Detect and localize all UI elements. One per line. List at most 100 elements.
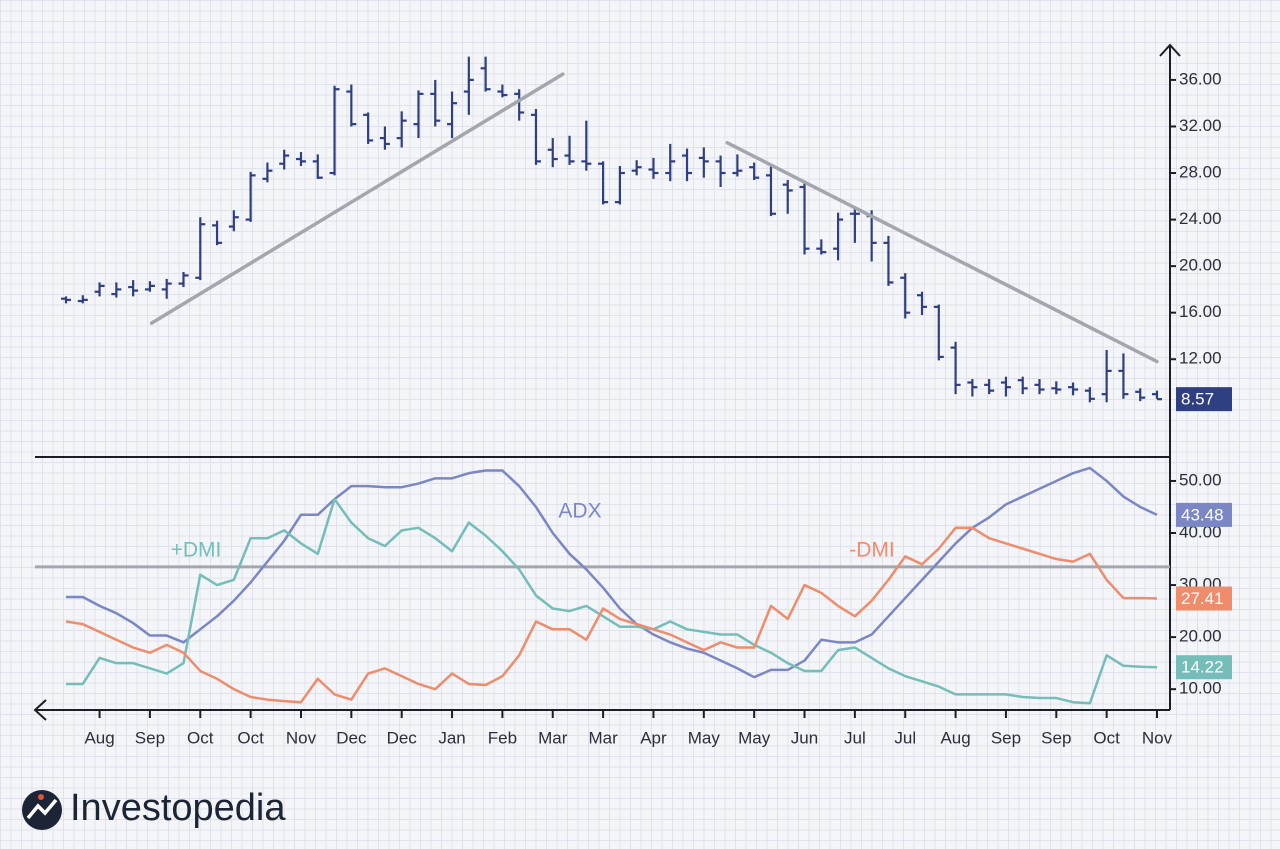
x-tick-label: Nov: [286, 728, 317, 747]
logo-mark: [26, 798, 58, 820]
logo: Investopedia: [22, 787, 286, 830]
ohlc-bar: [379, 126, 390, 150]
ohlc-bar: [799, 183, 810, 255]
ohlc-bar: [648, 157, 659, 179]
ohlc-bar: [1068, 382, 1079, 396]
ohlc-bar: [413, 90, 424, 139]
ohlc-bar: [279, 149, 290, 170]
logo-dot: [38, 794, 44, 800]
ohlc-bar: [933, 304, 944, 361]
ohlc-bar: [849, 209, 860, 243]
x-tick-label: Sep: [1041, 728, 1071, 747]
x-tick-label: Nov: [1142, 728, 1173, 747]
ohlc-bar: [682, 148, 693, 182]
ohlc-bar: [732, 154, 743, 177]
ohlc-bar: [363, 112, 374, 144]
ohlc-bar: [715, 155, 726, 187]
ohlc-bar: [329, 85, 340, 176]
ohlc-bar: [245, 171, 256, 222]
y-tick-label: 12.00: [1179, 349, 1222, 368]
y-tick-label: 28.00: [1179, 163, 1222, 182]
ohlc-bar: [900, 273, 911, 319]
y-tick-label: 50.00: [1179, 470, 1222, 489]
ohlc-bar: [144, 281, 155, 292]
ohlc-bar: [765, 166, 776, 217]
value-tag-box: [1176, 586, 1232, 611]
ohlc-bar: [917, 291, 928, 316]
y-tick-label: 36.00: [1179, 69, 1222, 88]
value-tag-box: [1176, 387, 1232, 412]
ohlc-bar: [228, 210, 239, 232]
ohlc-bar: [463, 56, 474, 115]
y-tick-label: 20.00: [1179, 256, 1222, 275]
x-tick-label: Sep: [991, 728, 1021, 747]
y-tick-label: 16.00: [1179, 302, 1222, 321]
series-label: +DMI: [171, 539, 222, 562]
y-tick-label: 40.00: [1179, 522, 1222, 541]
ohlc-bar: [212, 220, 223, 246]
x-tick-label: Aug: [940, 728, 970, 747]
ohlc-bar: [598, 161, 609, 205]
y-tick-label: 20.00: [1179, 627, 1222, 646]
ohlc-bar: [1051, 381, 1062, 395]
ohlc-bar: [1084, 387, 1095, 403]
value-tag: 27.41: [1176, 586, 1232, 611]
y-tick-label: 10.00: [1179, 679, 1222, 698]
x-tick-label: May: [738, 728, 771, 747]
ohlc-bar: [497, 84, 508, 98]
ohlc-bar: [1135, 388, 1146, 402]
ohlc-bar: [77, 295, 88, 304]
x-tick-label: Oct: [237, 728, 264, 747]
x-tick-label: Oct: [1093, 728, 1120, 747]
ohlc-bar: [61, 296, 71, 304]
ohlc-bar: [581, 120, 592, 171]
x-tick-label: Jan: [438, 728, 465, 747]
x-tick-label: Dec: [387, 728, 418, 747]
value-tag-box: [1176, 655, 1232, 680]
ohlc-bar: [396, 111, 407, 148]
ohlc-bar: [950, 341, 961, 395]
x-tick-label: Sep: [135, 728, 165, 747]
series-line: [66, 497, 1158, 705]
value-tag-label: 14.22: [1181, 658, 1224, 677]
ohlc-bar: [665, 143, 676, 182]
ohlc-bar: [698, 147, 709, 178]
ohlc-bar: [346, 84, 357, 127]
x-tick-label: May: [688, 728, 721, 747]
ohlc-bar: [833, 212, 844, 261]
trend-line: [725, 141, 1159, 364]
ohlc-bar: [1034, 379, 1045, 395]
ohlc-bar: [564, 135, 575, 165]
value-tag-label: 8.57: [1181, 390, 1214, 409]
x-tick-label: Mar: [538, 728, 568, 747]
x-tick-label: Aug: [84, 728, 114, 747]
ohlc-bar: [883, 235, 894, 286]
series-label: -DMI: [849, 539, 895, 562]
ohlc-bar: [262, 162, 273, 183]
value-tag: 43.48: [1176, 502, 1232, 527]
x-tick-label: Mar: [588, 728, 618, 747]
ohlc-bar: [178, 271, 189, 288]
ohlc-bar: [430, 79, 441, 127]
ohlc-bar: [295, 152, 306, 167]
series-label: ADX: [558, 500, 601, 523]
ohlc-bar: [1000, 376, 1011, 397]
x-tick-label: Jul: [844, 728, 866, 747]
ohlc-bar: [749, 162, 760, 181]
ohlc-bar: [1152, 390, 1162, 401]
ohlc-bar: [111, 282, 122, 298]
ohlc-bar: [94, 282, 105, 297]
ohlc-bar: [547, 138, 558, 168]
value-tag: 8.57: [1176, 387, 1232, 412]
x-tick-label: Apr: [640, 728, 667, 747]
axis-arrow: [1159, 43, 1181, 57]
ohlc-bar: [161, 278, 172, 299]
ohlc-bar: [967, 379, 978, 397]
ohlc-bar: [480, 56, 491, 92]
series-line: [65, 526, 1158, 704]
y-tick-label: 32.00: [1179, 116, 1222, 135]
ohlc-bar: [530, 109, 541, 165]
ohlc-bar: [816, 239, 827, 255]
